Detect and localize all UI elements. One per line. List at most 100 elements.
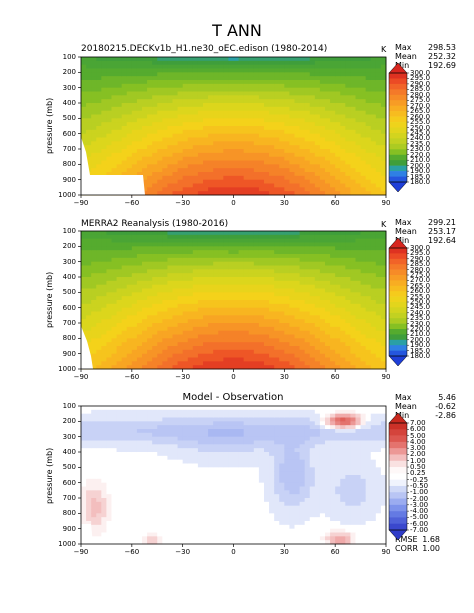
heatmap-cell [86, 463, 92, 468]
heatmap-cell [228, 242, 234, 247]
heatmap-cell [131, 164, 138, 169]
heatmap-cell [111, 137, 117, 142]
heatmap-cell [177, 257, 184, 263]
heatmap-cell [213, 300, 219, 305]
heatmap-cell [258, 315, 265, 320]
heatmap-cell [106, 164, 112, 169]
heatmap-cell [147, 482, 153, 487]
heatmap-cell [197, 64, 204, 69]
heatmap-cell [345, 152, 351, 158]
heatmap-cell [116, 284, 123, 289]
heatmap-cell [203, 122, 209, 127]
heatmap-cell [157, 342, 163, 347]
heatmap-cell [131, 238, 138, 243]
heatmap-cell [157, 338, 163, 343]
heatmap-cell [131, 57, 138, 62]
heatmap-cell [192, 83, 199, 89]
heatmap-cell [167, 315, 173, 320]
heatmap-cell [350, 361, 356, 366]
heatmap-cell [355, 156, 361, 161]
heatmap-cell [126, 452, 133, 457]
heatmap-cell [96, 406, 102, 411]
heatmap-cell [360, 122, 367, 127]
heatmap-cell [136, 365, 143, 370]
heatmap-cell [86, 72, 92, 77]
heatmap-cell [274, 191, 280, 196]
heatmap-cell [223, 80, 229, 85]
heatmap-cell [223, 319, 229, 324]
heatmap-cell [142, 303, 148, 309]
heatmap-cell [335, 261, 341, 266]
heatmap-cell [131, 80, 138, 85]
heatmap-cell [208, 118, 214, 123]
heatmap-cell [248, 122, 255, 127]
heatmap-cell [101, 513, 107, 518]
heatmap-cell [101, 346, 107, 351]
heatmap-cell [350, 288, 356, 293]
heatmap-cell [203, 141, 209, 146]
heatmap-cell [101, 448, 107, 453]
heatmap-cell [147, 315, 153, 320]
heatmap-cell [325, 57, 331, 62]
heatmap-cell [223, 126, 229, 131]
heatmap-cell [147, 172, 153, 177]
heatmap-cell [304, 357, 311, 362]
heatmap-cell [314, 60, 321, 66]
heatmap-cell [253, 99, 260, 104]
heatmap-cell [340, 183, 346, 188]
heatmap-cell [126, 346, 133, 351]
heatmap-cell [131, 91, 138, 96]
heatmap-cell [279, 156, 285, 161]
heatmap-cell [187, 141, 194, 146]
heatmap-cell [325, 250, 331, 255]
heatmap-cell [269, 277, 275, 282]
heatmap-cell [101, 254, 107, 259]
heatmap-cell [213, 254, 219, 259]
heatmap-cell [203, 179, 209, 184]
heatmap-cell [233, 257, 239, 263]
heatmap-cell [121, 482, 128, 487]
heatmap-cell [279, 365, 285, 370]
heatmap-cell [258, 292, 265, 297]
colorbar-segment [389, 269, 407, 276]
heatmap-cell [131, 486, 138, 491]
heatmap-cell [81, 501, 87, 507]
heatmap-cell [111, 349, 117, 355]
heatmap-cell [233, 68, 239, 73]
heatmap-cell [111, 238, 117, 243]
heatmap-cell [238, 330, 245, 335]
heatmap-cell [116, 129, 123, 135]
heatmap-cell [91, 490, 97, 495]
heatmap-cell [284, 191, 290, 196]
heatmap-cell [131, 284, 138, 289]
heatmap-cell [253, 357, 260, 362]
heatmap-cell [233, 246, 239, 251]
heatmap-cell [147, 257, 153, 263]
colorbar-segment [389, 154, 407, 161]
heatmap-cell [340, 300, 346, 305]
heatmap-cell [192, 361, 199, 366]
heatmap-cell [136, 164, 143, 169]
heatmap-cell [365, 187, 372, 192]
heatmap-cell [182, 323, 189, 328]
heatmap-cell [335, 110, 341, 115]
heatmap-cell [264, 172, 270, 177]
heatmap-cell [81, 103, 87, 108]
heatmap-cell [147, 409, 153, 415]
heatmap-cell [111, 334, 117, 339]
heatmap-cell [121, 273, 128, 278]
heatmap-cell [233, 342, 239, 347]
heatmap-cell [197, 323, 204, 328]
heatmap-cell [325, 122, 331, 127]
heatmap-cell [258, 152, 265, 158]
heatmap-cell [304, 99, 311, 104]
heatmap-cell [365, 60, 372, 66]
heatmap-cell [86, 284, 92, 289]
heatmap-cell [340, 246, 346, 251]
heatmap-cell [197, 145, 204, 150]
heatmap-cell [91, 80, 97, 85]
heatmap-cell [350, 349, 356, 355]
heatmap-cell [91, 156, 97, 161]
heatmap-cell [258, 72, 265, 77]
heatmap-cell [162, 296, 168, 301]
